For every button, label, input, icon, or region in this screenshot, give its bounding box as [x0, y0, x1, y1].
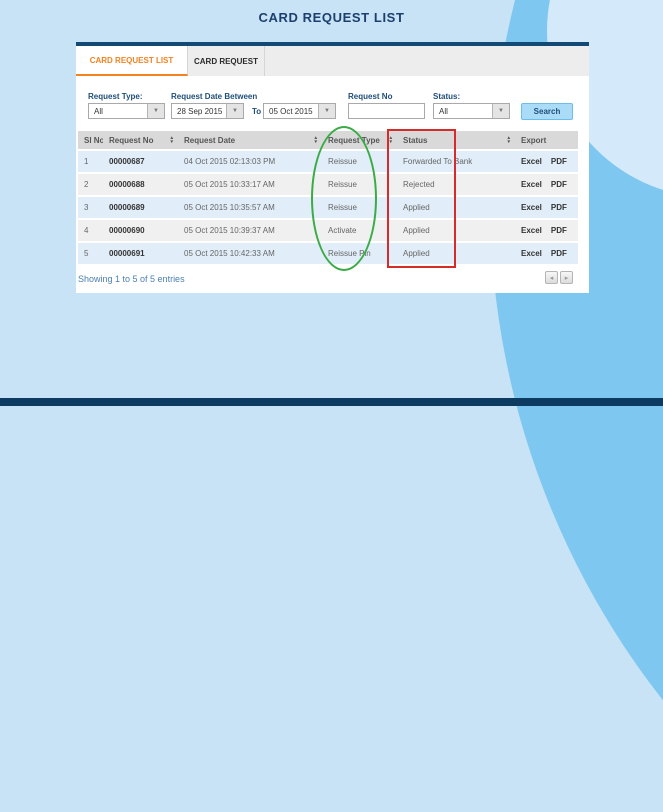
card-request-panel: CARD REQUEST LIST CARD REQUEST Request T… [76, 42, 589, 293]
table-header-row: Sl No Request No ▴ ▾ Request Date ▴ ▾ Requ… [78, 131, 578, 149]
export-pdf-link[interactable]: PDF [550, 203, 567, 212]
status-label: Status: [433, 92, 461, 101]
export-excel-link[interactable]: Excel [521, 249, 542, 258]
sl-no: 5 [84, 249, 89, 258]
status: Rejected [403, 180, 435, 189]
panel-body: Request Type: All ▼ Request Date Between… [76, 76, 589, 293]
request-type: Activate [328, 226, 357, 235]
sl-no: 4 [84, 226, 89, 235]
request-type: Reissue Pin [328, 249, 371, 258]
request-no: 00000687 [109, 157, 145, 166]
export-excel-link[interactable]: Excel [521, 226, 542, 235]
tab-card-request-list[interactable]: CARD REQUEST LIST [76, 46, 188, 76]
table-row: 5 00000691 05 Oct 2015 10:42:33 AM Reiss… [78, 243, 578, 264]
status: Applied [403, 249, 430, 258]
date-from-value: 28 Sep 2015 [177, 106, 223, 116]
export-links: Excel PDF [515, 151, 578, 172]
pagination-prev-button[interactable]: ◂ [545, 271, 558, 284]
status-select[interactable]: All ▼ [433, 103, 510, 119]
chevron-down-icon[interactable]: ▼ [318, 104, 335, 118]
export-excel-link[interactable]: Excel [521, 157, 542, 166]
request-type: Reissue [328, 203, 357, 212]
request-date: 05 Oct 2015 10:33:17 AM [184, 180, 275, 189]
request-type: Reissue [328, 180, 357, 189]
request-table: Sl No Request No ▴ ▾ Request Date ▴ ▾ Requ… [78, 131, 578, 264]
chevron-down-icon[interactable]: ▼ [147, 104, 164, 118]
export-excel-link[interactable]: Excel [521, 203, 542, 212]
status: Applied [403, 226, 430, 235]
request-date: 05 Oct 2015 10:35:57 AM [184, 203, 275, 212]
header-export: Export [521, 135, 547, 145]
prev-arrow-icon: ◂ [549, 274, 554, 282]
panel-top-line [76, 42, 589, 46]
tab-label: CARD REQUEST LIST [89, 55, 174, 65]
request-date: 04 Oct 2015 02:13:03 PM [184, 157, 276, 166]
export-pdf-link[interactable]: PDF [550, 157, 567, 166]
tab-bar: CARD REQUEST LIST CARD REQUEST [76, 46, 589, 76]
next-arrow-icon: ▸ [564, 274, 569, 282]
table-row: 1 00000687 04 Oct 2015 02:13:03 PM Reiss… [78, 151, 578, 172]
export-links: Excel PDF [515, 220, 578, 241]
request-date: 05 Oct 2015 10:42:33 AM [184, 249, 275, 258]
date-to-value: 05 Oct 2015 [269, 106, 313, 116]
export-links: Excel PDF [515, 174, 578, 195]
status-value: All [439, 106, 448, 116]
search-button[interactable]: Search [521, 103, 573, 120]
chevron-down-icon[interactable]: ▼ [226, 104, 243, 118]
header-status[interactable]: Status ▴ ▾ [403, 135, 510, 145]
export-pdf-link[interactable]: PDF [550, 226, 567, 235]
sl-no: 2 [84, 180, 89, 189]
table-row: 2 00000688 05 Oct 2015 10:33:17 AM Reiss… [78, 174, 578, 195]
header-request-type[interactable]: Request Type ▴ ▾ [328, 135, 392, 145]
date-from-select[interactable]: 28 Sep 2015 ▼ [171, 103, 244, 119]
request-no: 00000688 [109, 180, 145, 189]
bottom-navy-bar [0, 398, 663, 406]
export-pdf-link[interactable]: PDF [550, 180, 567, 189]
request-type-label: Request Type: [88, 92, 143, 101]
request-type-select[interactable]: All ▼ [88, 103, 165, 119]
request-no-label: Request No [348, 92, 393, 101]
sl-no: 3 [84, 203, 89, 212]
page-title: CARD REQUEST LIST [258, 10, 405, 25]
request-no: 00000690 [109, 226, 145, 235]
export-links: Excel PDF [515, 197, 578, 218]
pagination-next-button[interactable]: ▸ [560, 271, 573, 284]
request-type: Reissue [328, 157, 357, 166]
status: Applied [403, 203, 430, 212]
request-date: 05 Oct 2015 10:39:37 AM [184, 226, 275, 235]
table-row: 3 00000689 05 Oct 2015 10:35:57 AM Reiss… [78, 197, 578, 218]
sort-icon[interactable]: ▴ ▾ [389, 135, 392, 145]
export-excel-link[interactable]: Excel [521, 180, 542, 189]
sl-no: 1 [84, 157, 89, 166]
tab-label: CARD REQUEST [193, 56, 258, 66]
export-pdf-link[interactable]: PDF [550, 249, 567, 258]
sort-icon[interactable]: ▴ ▾ [507, 135, 510, 145]
request-type-value: All [94, 106, 103, 116]
header-request-no[interactable]: Request No ▴ ▾ [109, 135, 173, 145]
status: Forwarded To Bank [403, 157, 473, 166]
export-links: Excel PDF [515, 243, 578, 264]
sort-icon[interactable]: ▴ ▾ [170, 135, 173, 145]
request-no: 00000691 [109, 249, 145, 258]
date-to-select[interactable]: 05 Oct 2015 ▼ [263, 103, 336, 119]
date-between-label: Request Date Between [171, 92, 258, 101]
header-sl-no: Sl No [84, 135, 103, 145]
tab-card-request[interactable]: CARD REQUEST [188, 46, 265, 76]
chevron-down-icon[interactable]: ▼ [492, 104, 509, 118]
request-no-input[interactable] [348, 103, 425, 119]
request-no: 00000689 [109, 203, 145, 212]
to-label: To [252, 107, 262, 116]
showing-entries-text: Showing 1 to 5 of 5 entries [78, 274, 185, 284]
table-row: 4 00000690 05 Oct 2015 10:39:37 AM Activ… [78, 220, 578, 241]
sort-icon[interactable]: ▴ ▾ [314, 135, 317, 145]
header-request-date[interactable]: Request Date ▴ ▾ [184, 135, 317, 145]
